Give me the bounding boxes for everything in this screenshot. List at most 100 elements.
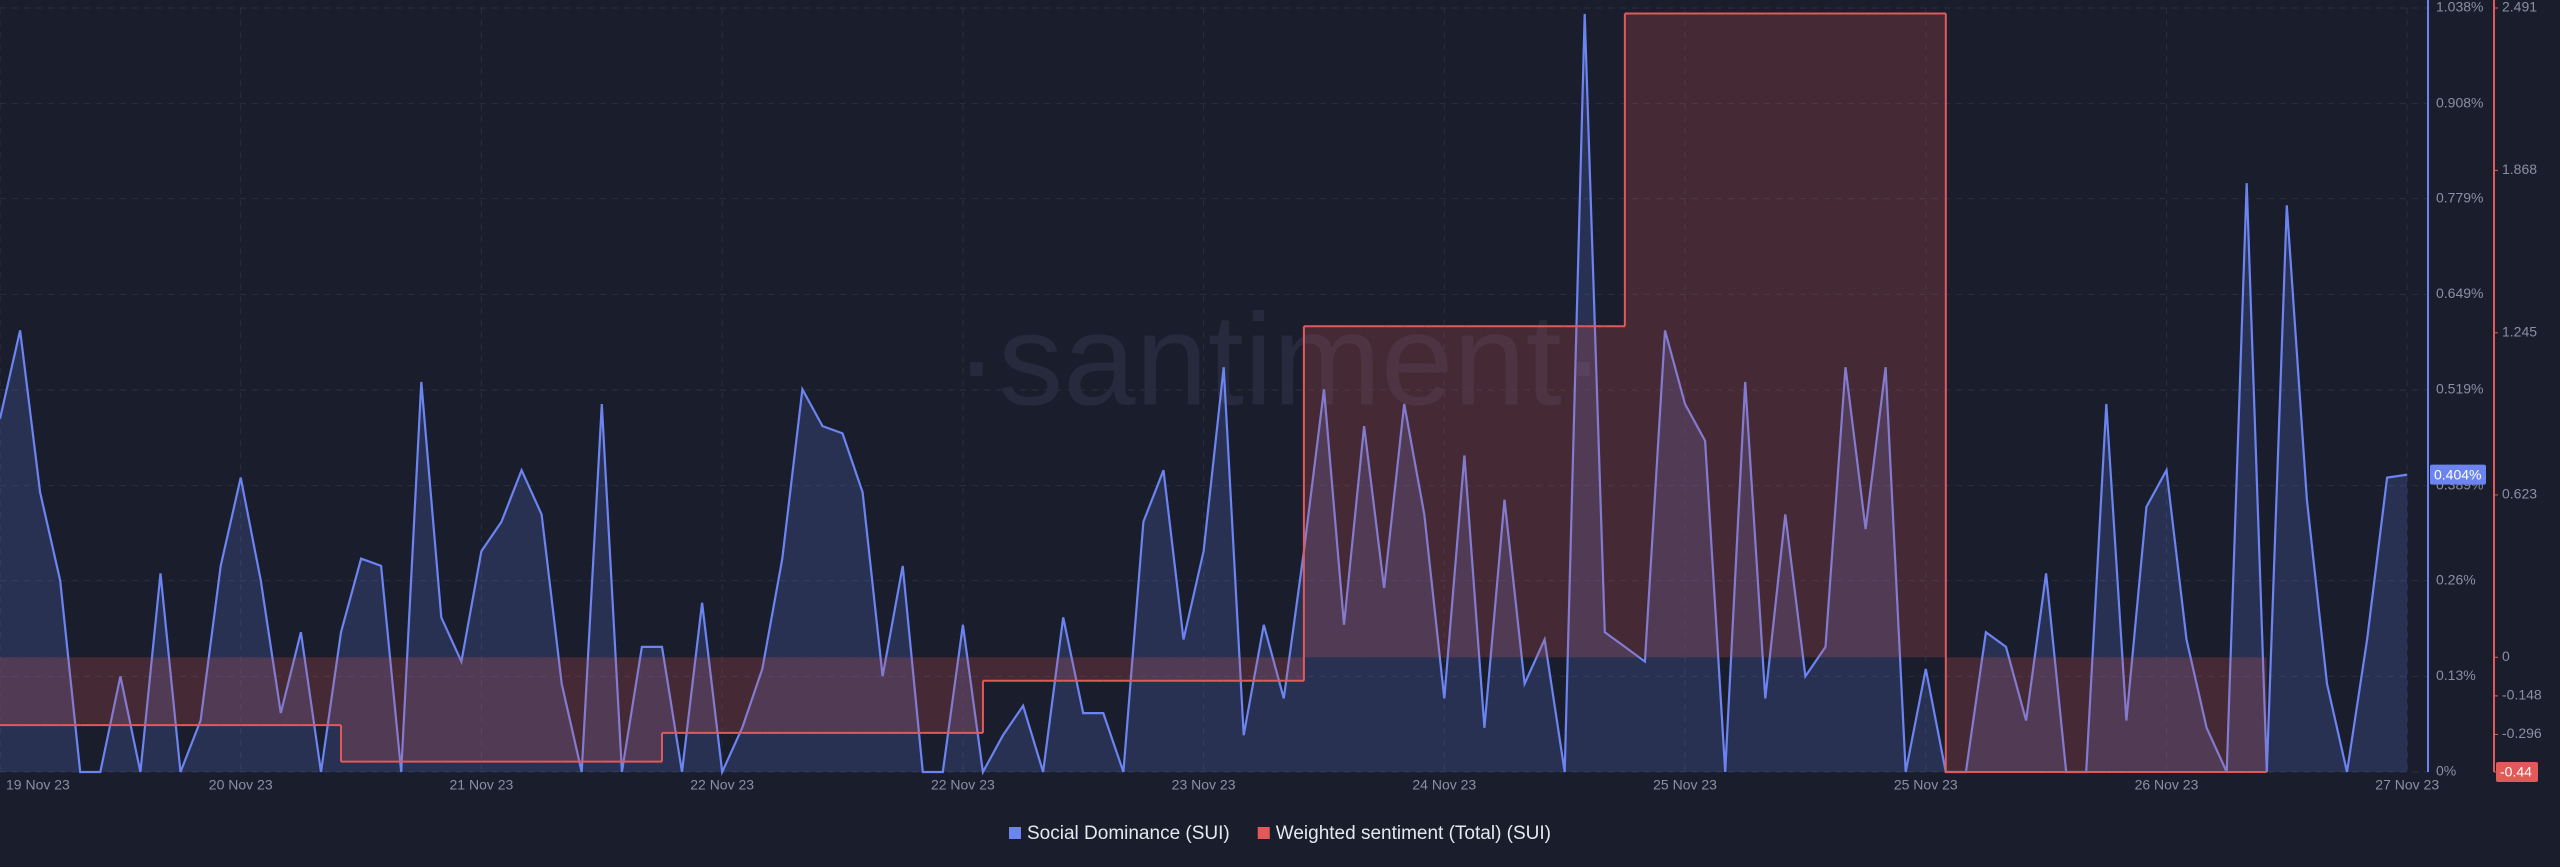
legend-label: Social Dominance (SUI) (1027, 823, 1230, 844)
sentiment-bar (2046, 657, 2067, 772)
sentiment-bar (1263, 657, 1284, 681)
sentiment-bar (1003, 657, 1024, 681)
legend-swatch (1009, 827, 1021, 839)
sentiment-bar (641, 657, 662, 762)
sentiment-bar (1123, 657, 1144, 681)
x-tick-label: 25 Nov 23 (1653, 777, 1717, 793)
y-tick-label: 1.038% (2436, 0, 2483, 15)
sentiment-bar (1584, 326, 1605, 658)
sentiment-bar (601, 657, 622, 762)
sentiment-bar (260, 657, 281, 726)
sentiment-bar (1504, 326, 1525, 658)
sentiment-bar (300, 657, 321, 726)
legend-label: Weighted sentiment (Total) (SUI) (1276, 823, 1551, 844)
x-tick-label: 24 Nov 23 (1412, 777, 1476, 793)
sentiment-bar (60, 657, 81, 726)
sentiment-bar (1905, 13, 1926, 658)
sentiment-bar (942, 657, 963, 733)
dominance-area (0, 13, 2408, 772)
value-badge (2430, 464, 2486, 485)
sentiment-bar (1163, 657, 1184, 681)
value-badge-label: 0.404% (2434, 466, 2481, 482)
sentiment-bar (381, 657, 402, 762)
y-tick-label: 0.908% (2436, 94, 2483, 110)
x-tick-label: 21 Nov 23 (450, 777, 514, 793)
sentiment-bar (862, 657, 883, 733)
sentiment-bar (1023, 657, 1044, 681)
sentiment-bar (160, 657, 181, 726)
sentiment-bar (2026, 657, 2047, 772)
dominance-line (0, 13, 2408, 777)
sentiment-bar (1664, 13, 1686, 658)
sentiment-bar (80, 657, 101, 726)
sentiment-bar (1303, 326, 1324, 658)
sentiment-bar (1464, 326, 1485, 658)
x-tick-label: 23 Nov 23 (1172, 777, 1236, 793)
sentiment-bar (561, 657, 582, 762)
sentiment-bar (1444, 326, 1465, 658)
x-tick-label: 20 Nov 23 (209, 777, 273, 793)
sentiment-bar (361, 657, 382, 762)
sentiment-bar (762, 657, 783, 733)
sentiment-bar (320, 657, 342, 726)
sentiment-bar (1965, 657, 1986, 772)
value-badge (2496, 762, 2538, 782)
sentiment-bar (982, 657, 1003, 681)
sentiment-bar (341, 657, 362, 762)
sentiment-bar (1203, 657, 1224, 681)
x-tick-label: 22 Nov 23 (690, 777, 754, 793)
sentiment-bar (1885, 13, 1906, 658)
y2-tick-label: 0 (2502, 648, 2510, 664)
sentiment-bar (702, 657, 723, 733)
sentiment-bar (1785, 13, 1806, 658)
sentiment-bar (1323, 326, 1345, 658)
sentiment-bar (1384, 326, 1405, 658)
sentiment-bar (822, 657, 843, 733)
sentiment-bar (1344, 326, 1365, 658)
sentiment-bar (240, 657, 261, 726)
sentiment-bar (1243, 657, 1264, 681)
legend: Social Dominance (SUI) Weighted sentiment… (1009, 823, 1551, 844)
sentiment-bar (1985, 657, 2006, 772)
sentiment-bar (682, 657, 703, 733)
sentiment-bar (2166, 657, 2187, 772)
sentiment-bar (1424, 326, 1445, 658)
sentiment-bar (1845, 13, 1866, 658)
sentiment-bar (100, 657, 121, 726)
sentiment-bar (1083, 657, 1104, 681)
sentiment-bar (621, 657, 642, 762)
sentiment-bar (20, 657, 41, 726)
legend-swatch (1257, 827, 1270, 839)
watermark: ·santiment· (955, 286, 1605, 432)
sentiment-bar (1765, 13, 1786, 658)
y2-tick-label: 1.245 (2502, 323, 2537, 339)
sentiment-bar (2086, 657, 2107, 772)
y2-tick-label: 1.868 (2502, 161, 2537, 177)
y-tick-label: 0.649% (2436, 285, 2483, 301)
sentiment-bar (441, 657, 462, 762)
sentiment-bar (1925, 13, 1946, 658)
sentiment-bar (742, 657, 763, 733)
sentiment-bar (962, 657, 983, 733)
sentiment-bar (661, 657, 683, 733)
sentiment-bar (1604, 326, 1625, 658)
sentiment-bar (2106, 657, 2127, 772)
y2-tick-label: 2.491 (2502, 0, 2537, 15)
sentiment-bar (2126, 657, 2147, 772)
sentiment-bar (1624, 13, 1645, 658)
sentiment-bar (842, 657, 863, 733)
sentiment-bar (922, 657, 943, 733)
sentiment-bar (481, 657, 502, 762)
sentiment-bar (1283, 657, 1304, 681)
sentiment-bar (1745, 13, 1766, 658)
sentiment-bar (501, 657, 522, 762)
sentiment-bar (1364, 326, 1385, 658)
sentiment-bar (1223, 657, 1244, 681)
sentiment-bar (1564, 326, 1585, 658)
sentiment-bar (581, 657, 602, 762)
y-tick-label: 0.519% (2436, 381, 2483, 397)
sentiment-bar (220, 657, 241, 726)
y-tick-label: 0% (2436, 763, 2456, 779)
sentiment-bar (1825, 13, 1846, 658)
